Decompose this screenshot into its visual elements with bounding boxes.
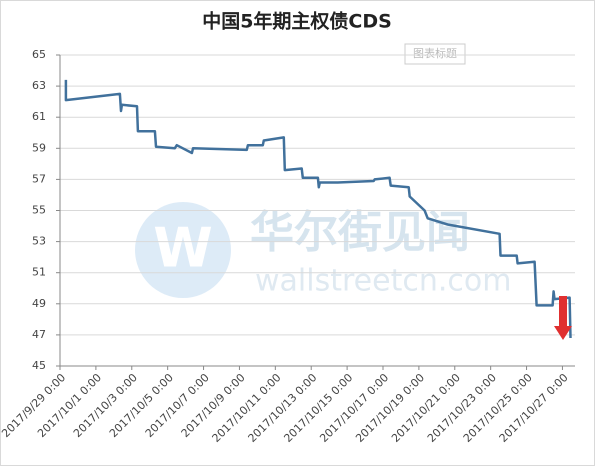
y-tick-label: 53 [32,235,46,248]
y-tick-label: 55 [32,204,46,217]
y-tick-label: 65 [32,48,46,61]
watermark-text: 华尔街见闻 [250,207,470,258]
watermark-url: wallstreetcn.com [255,264,511,299]
data-line [64,79,572,339]
y-tick-label: 47 [32,328,46,341]
y-tick-label: 45 [32,359,46,372]
placeholder-title: 图表标题 [413,46,457,60]
watermark-logo [135,202,231,298]
y-tick-label: 61 [32,110,46,123]
y-tick-label: 59 [32,141,46,154]
y-tick-label: 49 [32,297,46,310]
y-tick-label: 63 [32,79,46,92]
y-tick-label: 51 [32,266,46,279]
y-tick-label: 57 [32,172,46,185]
annotation-arrow [554,296,572,340]
chart-title: 中国5年期主权债CDS [202,10,392,33]
placeholder-box [404,43,466,65]
watermark-logo-letter: W [153,217,213,280]
